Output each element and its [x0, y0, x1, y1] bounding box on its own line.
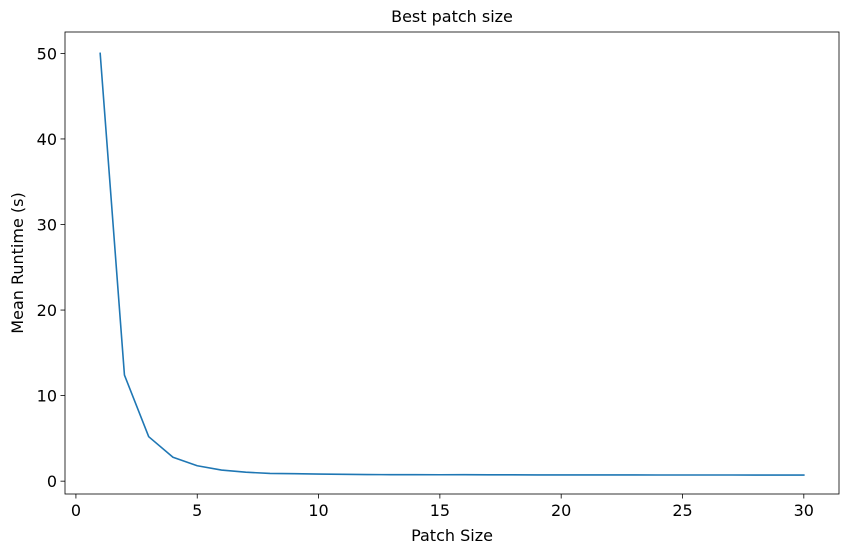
plot-area-border — [64, 31, 840, 495]
y-tick-label: 50 — [37, 44, 57, 63]
series-line-0 — [99, 52, 805, 476]
y-axis-ticks: 0 10 20 30 40 50 — [37, 44, 65, 491]
chart-title: Best patch size — [391, 7, 513, 26]
y-tick-label: 10 — [37, 387, 57, 406]
x-tick-label: 10 — [308, 501, 328, 520]
x-tick-label: 20 — [551, 501, 571, 520]
axes-frame — [64, 31, 840, 495]
y-axis-label: Mean Runtime (s) — [8, 192, 27, 333]
x-tick-label: 15 — [430, 501, 450, 520]
x-axis-label: Patch Size — [411, 526, 493, 545]
x-tick-label: 0 — [71, 501, 81, 520]
x-tick-label: 5 — [192, 501, 202, 520]
x-tick-label: 25 — [672, 501, 692, 520]
y-tick-label: 40 — [37, 130, 57, 149]
x-axis-ticks: 0 5 10 15 20 25 30 — [71, 494, 814, 520]
y-tick-label: 20 — [37, 301, 57, 320]
y-tick-label: 30 — [37, 216, 57, 235]
series-layer — [99, 52, 805, 476]
y-tick-label: 0 — [47, 472, 57, 491]
x-tick-label: 30 — [794, 501, 814, 520]
